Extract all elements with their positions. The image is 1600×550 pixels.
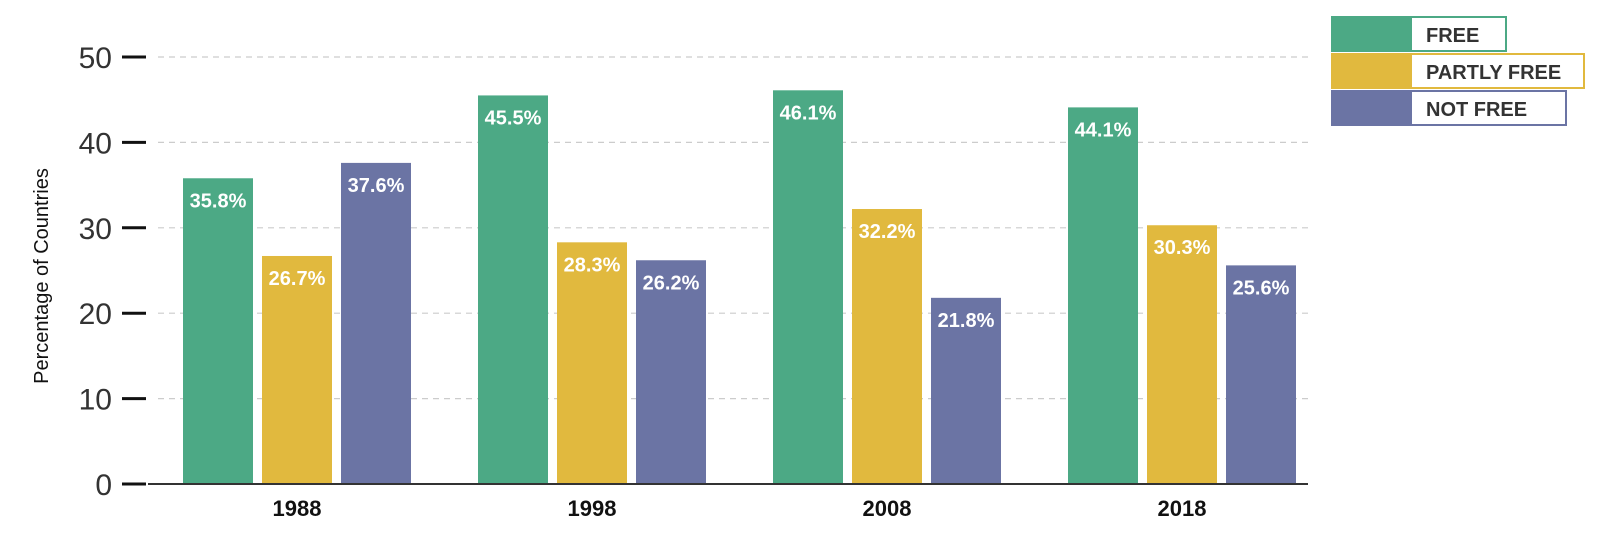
legend-label-1: PARTLY FREE <box>1426 62 1561 84</box>
bar-label-1998-1: 28.3% <box>564 254 621 276</box>
bar-2008-2 <box>931 297 1001 484</box>
legend: FREE PARTLY FREE NOT FREE <box>1331 16 1585 126</box>
bar-1998-1 <box>557 242 627 484</box>
bar-label-2008-1: 32.2% <box>859 221 916 243</box>
bar-1988-0 <box>183 178 253 484</box>
x-category-label-2018: 2018 <box>1158 496 1207 521</box>
bar-1988-2 <box>341 162 411 484</box>
y-tick-label-30: 30 <box>79 213 112 246</box>
bar-label-1998-0: 45.5% <box>485 107 542 129</box>
bar-label-1998-2: 26.2% <box>643 272 700 294</box>
x-category-label-1998: 1998 <box>568 496 617 521</box>
y-axis-title: Percentage of Countries <box>31 168 53 384</box>
bar-label-2018-1: 30.3% <box>1154 237 1211 259</box>
bar-label-1988-2: 37.6% <box>348 175 405 197</box>
y-tick-label-10: 10 <box>79 384 112 417</box>
y-tick-label-20: 20 <box>79 298 112 331</box>
bar-2008-0 <box>773 90 843 484</box>
bar-2018-0 <box>1068 107 1138 485</box>
y-tick-label-40: 40 <box>79 127 112 160</box>
bar-label-2008-0: 46.1% <box>780 102 837 124</box>
y-axis-ticks: 0 10 20 30 40 50 <box>79 42 146 502</box>
bar-1998-2 <box>636 260 706 484</box>
legend-label-0: FREE <box>1426 25 1479 47</box>
legend-swatch-0 <box>1332 17 1412 51</box>
bar-1988-1 <box>262 255 332 484</box>
bar-2018-1 <box>1147 225 1217 484</box>
bar-label-1988-0: 35.8% <box>190 190 247 212</box>
bar-label-1988-1: 26.7% <box>269 268 326 290</box>
x-axis-categories: 1988 1998 2008 2018 <box>273 496 1207 521</box>
legend-swatch-2 <box>1332 91 1412 125</box>
y-tick-label-50: 50 <box>79 42 112 75</box>
bar-2008-1 <box>852 209 922 484</box>
bar-label-2008-2: 21.8% <box>938 310 995 332</box>
y-tick-label-0: 0 <box>95 469 112 502</box>
legend-swatch-1 <box>1332 54 1412 88</box>
x-category-label-2008: 2008 <box>863 496 912 521</box>
bar-2018-2 <box>1226 265 1296 484</box>
legend-label-2: NOT FREE <box>1426 99 1527 121</box>
x-category-label-1988: 1988 <box>273 496 322 521</box>
bar-label-2018-0: 44.1% <box>1075 119 1132 141</box>
bars: 35.8% 26.7% 37.6% 45.5% 28.3% 26.2% 46.1% 32.2%… <box>183 90 1296 485</box>
bar-label-2018-2: 25.6% <box>1233 277 1290 299</box>
bar-1998-0 <box>478 95 548 485</box>
